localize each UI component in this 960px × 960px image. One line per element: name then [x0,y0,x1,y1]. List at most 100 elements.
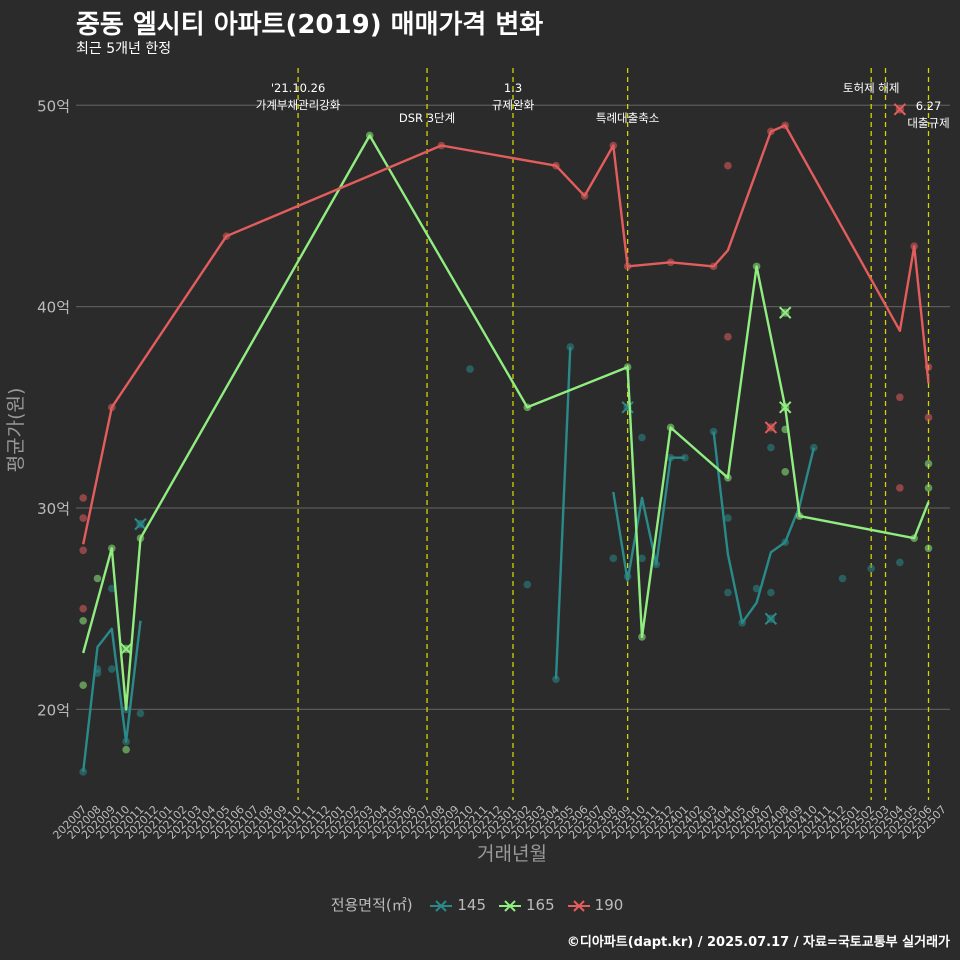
legend-key-145 [430,899,453,912]
event-annotation: 가계부채관리강화 [256,98,341,112]
data-point-145 [724,514,732,522]
data-point-190 [724,161,732,170]
cross-stroke [572,899,585,912]
cross-stroke [779,401,792,414]
y-tick-label: 30억 [37,500,70,518]
legend-label-165: 165 [526,896,555,914]
legend-title: 전용면적(㎡) [330,896,413,914]
y-tick-label: 50억 [37,97,70,115]
data-point-145 [136,709,145,718]
data-point-165 [79,616,87,625]
data-point-165 [79,681,87,690]
cross-stroke [504,899,516,912]
series-layer [79,103,933,776]
data-point-145 [638,433,646,442]
data-point-145 [108,584,116,593]
cross-stroke [621,401,634,414]
data-point-145 [108,665,116,673]
event-annotation: 대출규제 [907,116,949,130]
data-point-145 [767,443,775,452]
data-point-145 [752,584,761,593]
data-point-145 [867,564,875,573]
data-point-145 [523,580,532,589]
data-point-190 [896,393,904,402]
legend-items: 145 165 190 [423,896,629,914]
data-point-145 [638,554,646,563]
legend-key-cross [504,899,516,912]
cross-stroke [779,306,792,319]
cancelled-mark-190 [764,421,778,434]
data-point-145 [724,588,732,597]
cancelled-mark-145 [764,612,778,625]
data-point-145 [767,588,775,597]
legend-key-cross [572,899,585,912]
axes: 20억30억40억50억2020072020082020092020102020… [37,97,949,842]
data-point-145 [466,365,474,373]
cross-stroke [134,517,147,531]
data-point-165 [924,544,933,553]
cancelled-mark-145 [134,517,147,531]
cancelled-mark-165 [779,306,792,319]
event-annotation: 규제완화 [492,98,535,112]
x-axis-label: 거래년월 [477,843,547,865]
legend: 전용면적(㎡) 145 165 190 [0,894,960,915]
data-point-190 [896,484,904,492]
data-point-145 [79,768,87,776]
legend-key-cross [435,899,448,912]
data-point-145 [609,554,618,563]
series-line-190 [82,124,930,545]
cross-stroke [893,103,907,116]
series-line-145 [712,431,816,624]
y-axis-label: 평균가(원) [5,388,27,473]
data-point-165 [924,459,933,468]
event-annotation: 토허제 해제 [843,81,900,95]
y-tick-label: 40억 [37,299,70,317]
legend-label-190: 190 [594,896,624,914]
cancelled-mark-190 [893,103,907,116]
legend-label-145: 145 [457,896,487,914]
legend-item-165: 165 [498,896,555,914]
series-190 [79,103,933,613]
data-point-190 [724,333,732,341]
series-line-165 [82,134,930,711]
cross-stroke [435,899,448,912]
data-point-190 [924,413,933,422]
data-point-145 [681,453,689,462]
cancelled-mark-165 [779,401,792,414]
data-point-190 [79,604,87,613]
y-tick-label: 20억 [37,701,70,719]
series-line-145 [554,346,572,680]
data-point-165 [93,574,102,583]
cancelled-mark-165 [119,642,133,656]
data-point-145 [896,558,904,567]
data-point-190 [79,514,87,522]
series-line-145 [82,620,142,772]
legend-item-145: 145 [429,896,486,914]
cross-stroke [764,612,778,625]
data-point-145 [838,574,847,583]
data-point-145 [709,427,718,436]
event-annotation: '21.10.26 [271,81,325,95]
series-line-145 [612,456,685,582]
cancelled-mark-145 [621,401,634,414]
event-annotation: 6.27 [916,99,942,113]
data-point-165 [781,467,790,476]
chart-subtitle: 최근 5개년 한정 [76,41,172,57]
data-point-165 [122,745,130,754]
chart-caption: ©디아파트(dapt.kr) / 2025.07.17 / 자료=국토교통부 실… [566,935,950,950]
cross-stroke [119,642,133,656]
series-145 [79,343,904,776]
event-annotation: 특례대출축소 [596,111,659,125]
data-point-190 [79,546,87,555]
data-point-165 [924,484,933,492]
chart-title: 중동 엘시티 아파트(2019) 매매가격 변화 [76,10,544,40]
legend-key-190 [567,899,590,912]
cross-stroke [764,421,778,434]
legend-item-190: 190 [567,896,624,914]
series-165 [79,131,933,754]
event-annotation: DSR 3단계 [399,111,455,125]
data-point-190 [79,494,87,502]
legend-key-165 [499,899,522,912]
